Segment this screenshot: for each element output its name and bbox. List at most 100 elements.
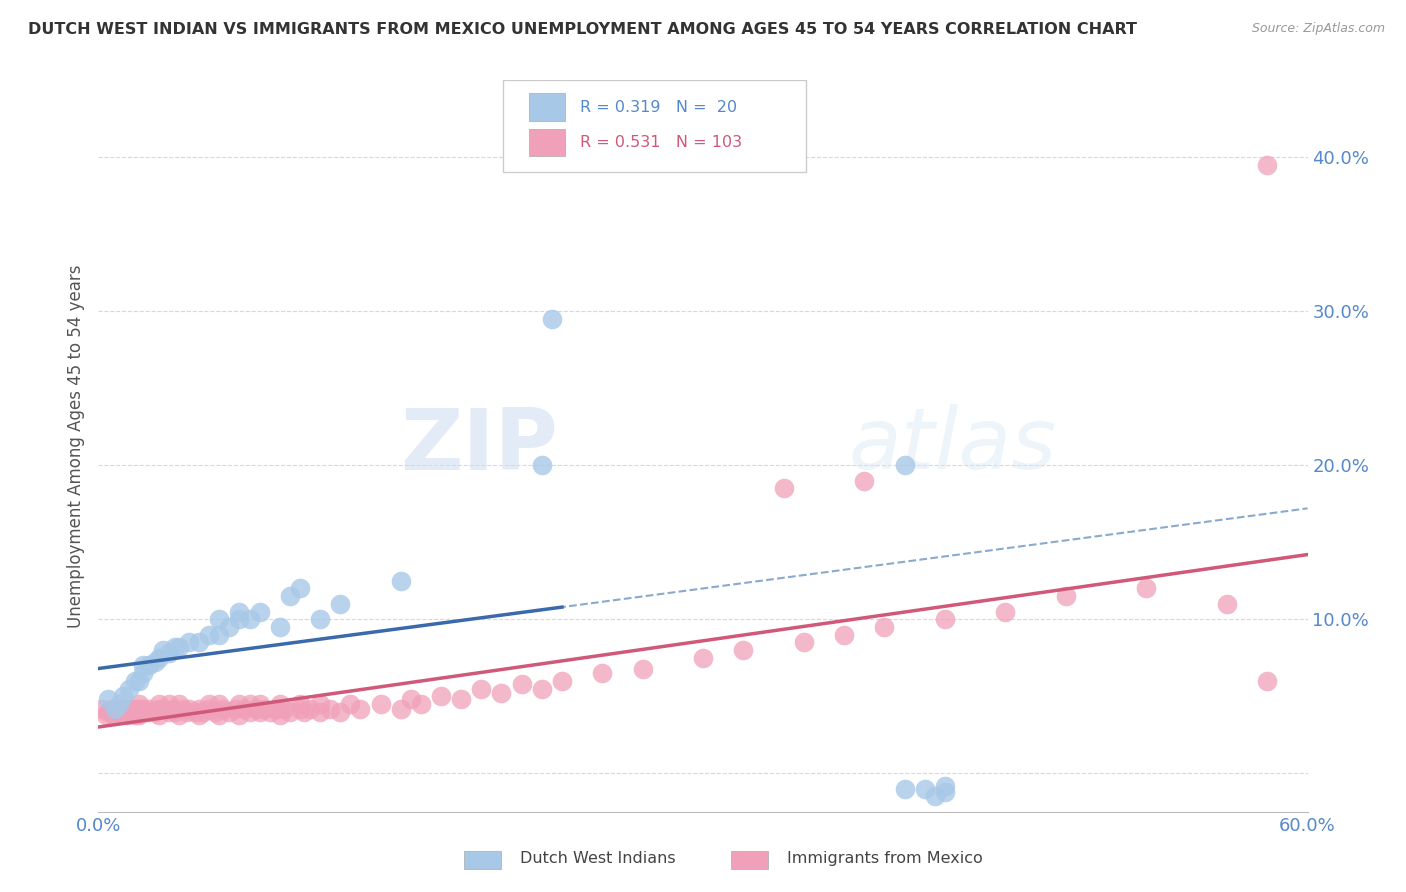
- Point: [249, 705, 271, 719]
- Point: [138, 701, 160, 715]
- Point: [269, 620, 291, 634]
- Point: [152, 643, 174, 657]
- Point: [292, 705, 315, 719]
- Point: [269, 697, 291, 711]
- Point: [389, 574, 412, 588]
- Point: [179, 635, 201, 649]
- Point: [733, 643, 755, 657]
- Point: [224, 701, 246, 715]
- Point: [212, 701, 235, 715]
- Point: [148, 707, 170, 722]
- Point: [349, 701, 371, 715]
- Point: [793, 635, 815, 649]
- Text: Immigrants from Mexico: Immigrants from Mexico: [787, 851, 983, 865]
- Point: [530, 681, 553, 696]
- Point: [132, 666, 155, 681]
- Point: [100, 701, 122, 715]
- Point: [157, 705, 180, 719]
- Point: [96, 707, 118, 722]
- Point: [450, 692, 472, 706]
- Point: [143, 705, 166, 719]
- Point: [128, 673, 150, 688]
- Point: [853, 474, 876, 488]
- FancyBboxPatch shape: [529, 94, 565, 121]
- Point: [239, 705, 262, 719]
- Point: [128, 701, 150, 715]
- Point: [124, 673, 146, 688]
- Point: [188, 635, 211, 649]
- Point: [540, 312, 562, 326]
- Point: [309, 612, 332, 626]
- Point: [103, 705, 125, 719]
- Text: atlas: atlas: [848, 404, 1056, 488]
- Point: [1256, 158, 1278, 172]
- Point: [832, 627, 855, 641]
- Point: [132, 658, 155, 673]
- Point: [111, 690, 134, 704]
- Point: [128, 697, 150, 711]
- Point: [631, 661, 654, 675]
- Point: [176, 705, 198, 719]
- Point: [97, 705, 120, 719]
- Point: [105, 701, 128, 715]
- Point: [264, 701, 287, 715]
- Point: [198, 697, 221, 711]
- Point: [157, 646, 180, 660]
- Point: [389, 701, 412, 715]
- Point: [232, 701, 254, 715]
- Point: [208, 612, 231, 626]
- Point: [591, 666, 613, 681]
- Point: [118, 681, 141, 696]
- Point: [288, 582, 311, 596]
- Point: [934, 612, 956, 626]
- Point: [228, 707, 250, 722]
- Point: [228, 612, 250, 626]
- Point: [208, 697, 231, 711]
- Text: R = 0.531   N = 103: R = 0.531 N = 103: [579, 135, 742, 150]
- Point: [114, 701, 136, 715]
- Point: [193, 705, 215, 719]
- Point: [172, 701, 194, 715]
- Point: [143, 656, 166, 670]
- Point: [370, 697, 392, 711]
- Point: [162, 701, 184, 715]
- Point: [111, 705, 134, 719]
- Point: [994, 605, 1017, 619]
- Point: [245, 701, 267, 715]
- Point: [120, 705, 142, 719]
- Point: [239, 697, 262, 711]
- Y-axis label: Unemployment Among Ages 45 to 54 years: Unemployment Among Ages 45 to 54 years: [66, 264, 84, 628]
- Point: [288, 697, 311, 711]
- Point: [309, 697, 332, 711]
- Point: [1135, 582, 1157, 596]
- Point: [101, 707, 124, 722]
- Point: [208, 627, 231, 641]
- Point: [510, 677, 533, 691]
- Point: [249, 697, 271, 711]
- Point: [148, 697, 170, 711]
- Point: [132, 705, 155, 719]
- Text: ZIP: ZIP: [401, 404, 558, 488]
- Point: [299, 701, 322, 715]
- Point: [163, 640, 186, 654]
- Point: [399, 692, 422, 706]
- Text: Source: ZipAtlas.com: Source: ZipAtlas.com: [1251, 22, 1385, 36]
- Point: [228, 605, 250, 619]
- Point: [115, 707, 138, 722]
- Text: Dutch West Indians: Dutch West Indians: [520, 851, 676, 865]
- Point: [893, 458, 915, 473]
- Point: [132, 701, 155, 715]
- Text: R = 0.319   N =  20: R = 0.319 N = 20: [579, 100, 737, 115]
- Point: [204, 705, 226, 719]
- Point: [430, 690, 453, 704]
- Point: [148, 701, 170, 715]
- Point: [228, 697, 250, 711]
- Point: [1054, 589, 1077, 603]
- Point: [179, 701, 201, 715]
- Point: [121, 701, 143, 715]
- Point: [309, 705, 332, 719]
- Point: [138, 658, 160, 673]
- Point: [128, 707, 150, 722]
- Point: [530, 458, 553, 473]
- Point: [934, 779, 956, 793]
